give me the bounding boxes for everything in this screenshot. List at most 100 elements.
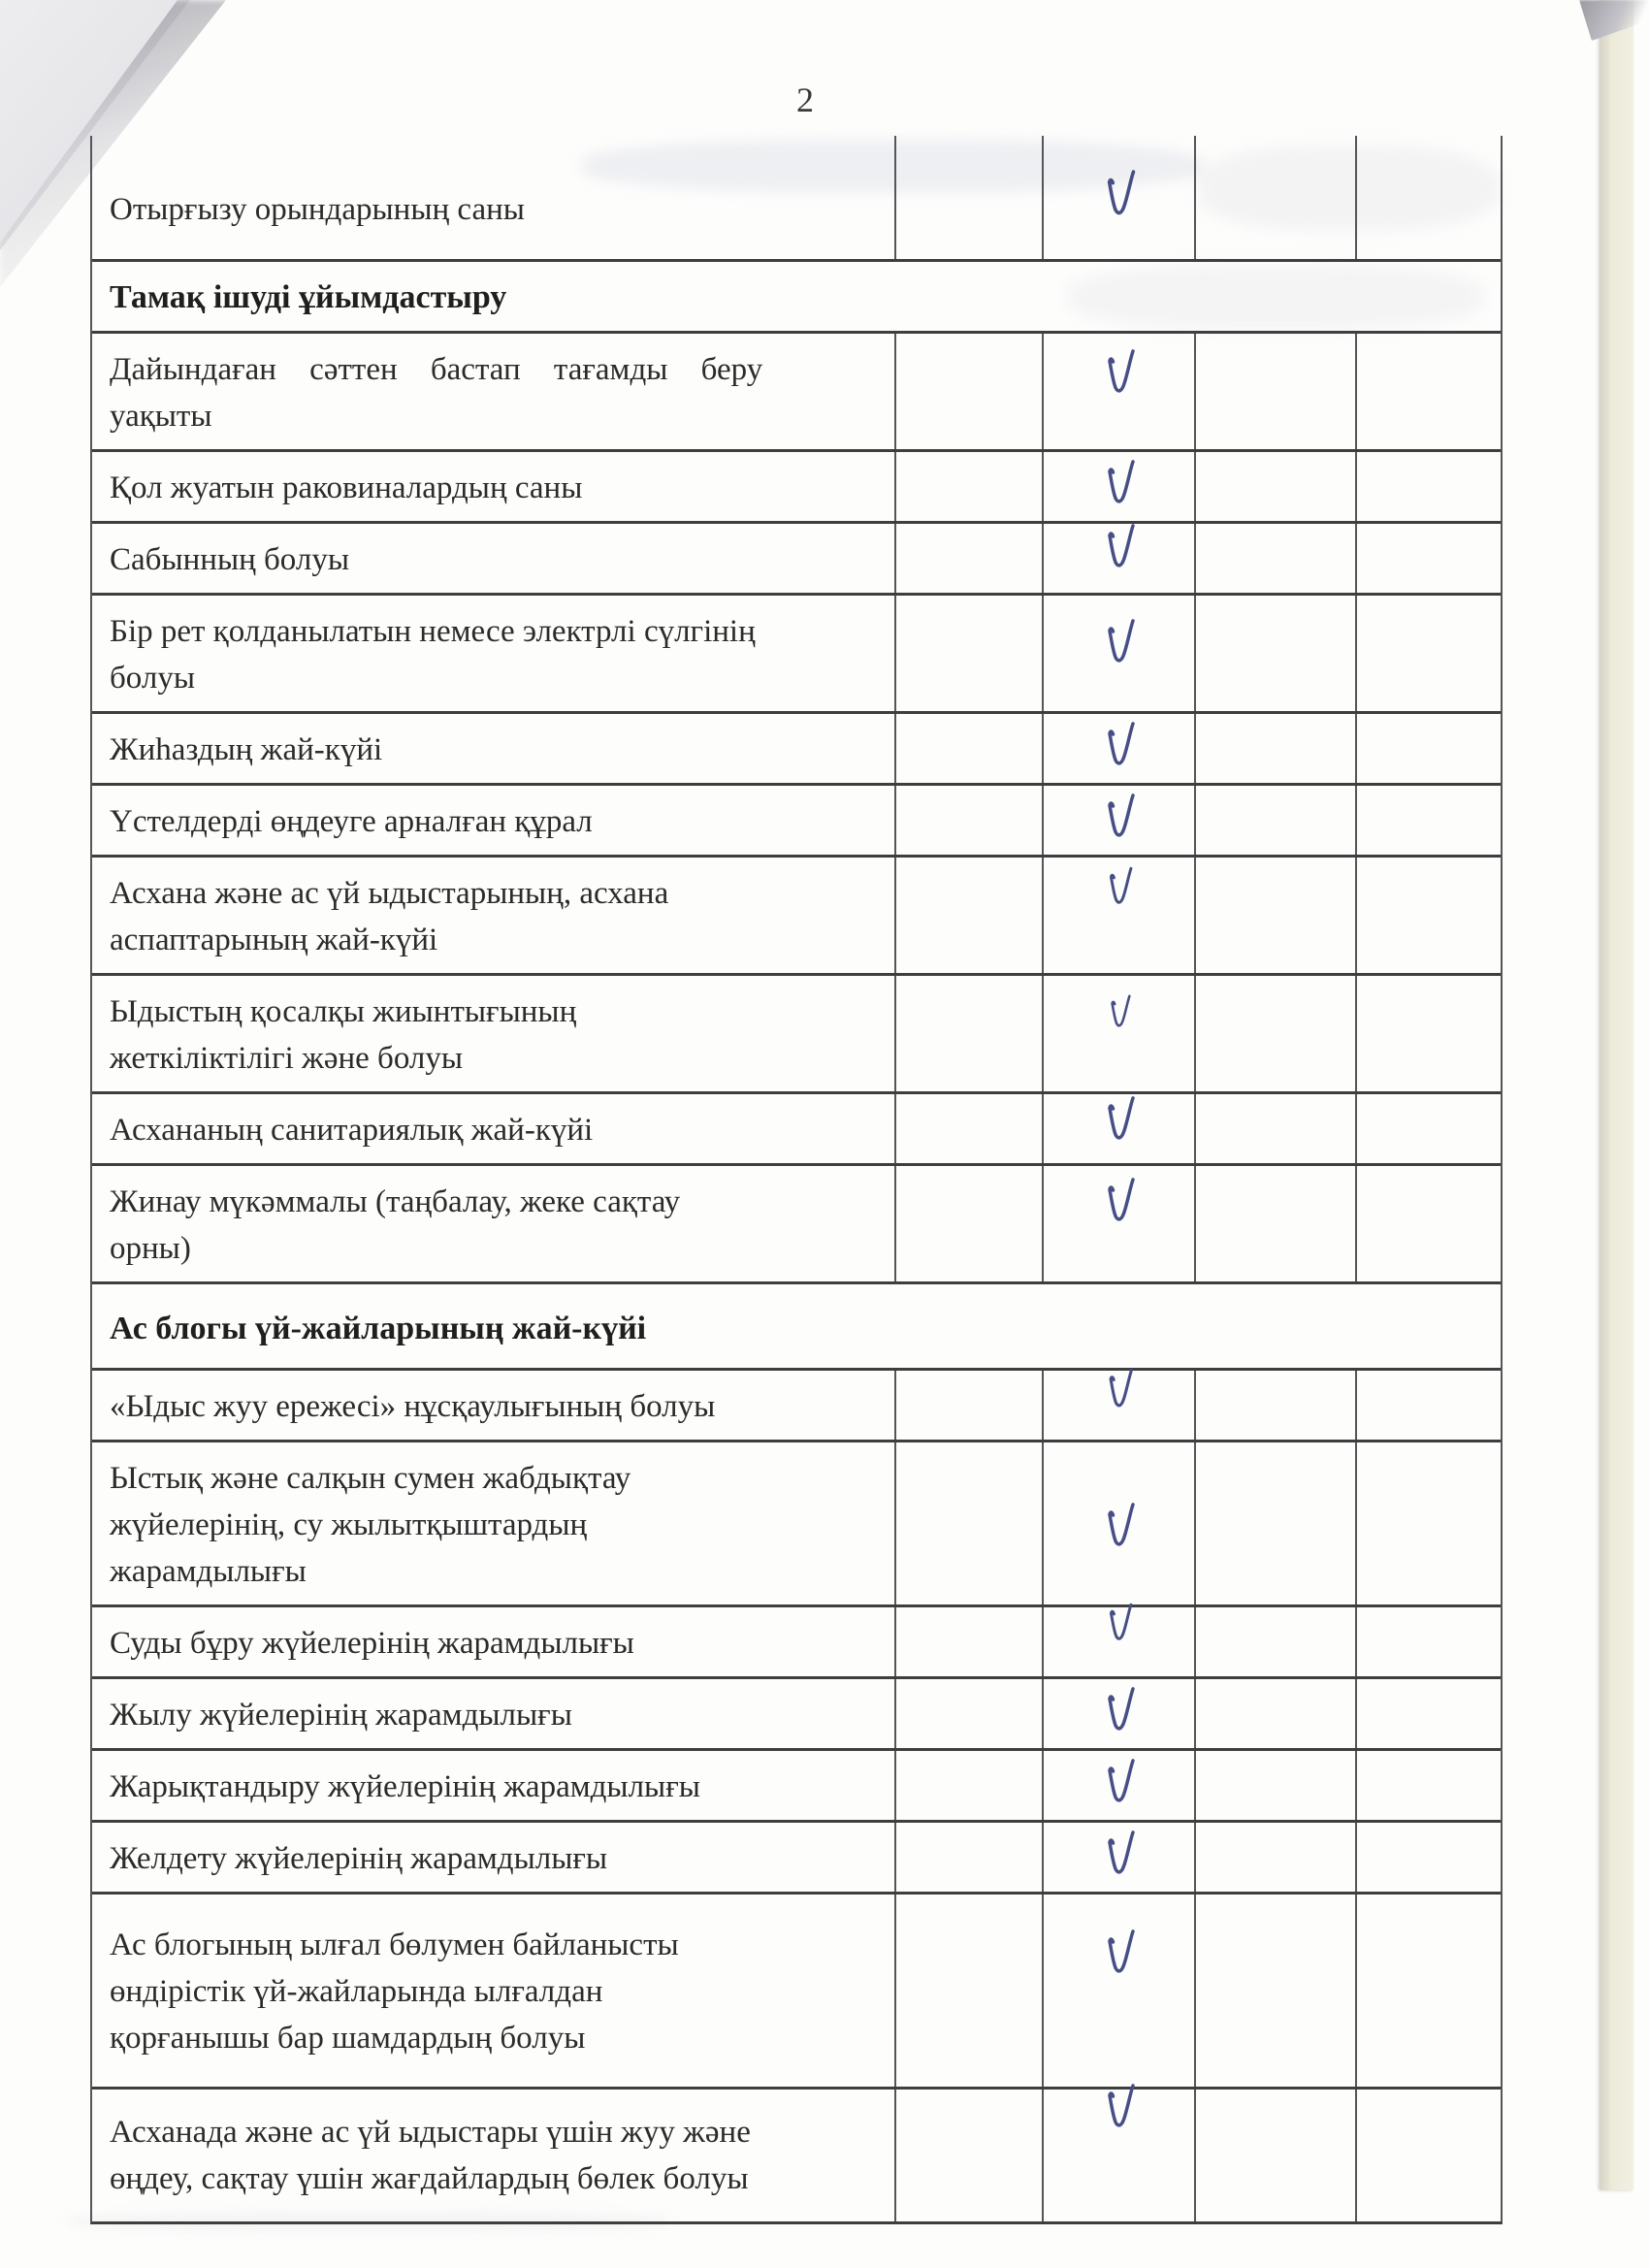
- answer-cell-3: [1194, 334, 1355, 449]
- answer-cell-3: [1194, 714, 1355, 783]
- answer-cell-1: [894, 596, 1042, 711]
- table-row: Дайындаған сәттен бастап тағамды беру уа…: [92, 331, 1501, 449]
- answer-cell-4: [1355, 596, 1501, 711]
- criterion-label: Ыстық және салқын сумен жабдықтау жүйеле…: [110, 1461, 631, 1589]
- answer-cell-1: [894, 1442, 1042, 1604]
- answer-cell-1: [894, 2090, 1042, 2221]
- criterion-label: Отырғызу орындарының саны: [110, 192, 525, 227]
- answer-cell-4: [1355, 786, 1501, 855]
- answer-cell-4: [1355, 1679, 1501, 1748]
- answer-cell-1: [894, 334, 1042, 449]
- answer-cell-3: [1194, 524, 1355, 593]
- checkmark-icon: [1107, 2084, 1135, 2127]
- checklist-table: Отырғызу орындарының саны Тамақ ішуді ұй…: [90, 136, 1503, 2224]
- answer-cell-2-checked: [1042, 786, 1194, 855]
- table-row: Ыдыстың қосалқы жиынтығының жеткіліктілі…: [92, 973, 1501, 1091]
- answer-cell-3: [1194, 976, 1355, 1091]
- answer-cell-2-checked: [1042, 1751, 1194, 1820]
- criterion-label: Жинау мүкәммалы (таңбалау, жеке сақтау о…: [110, 1184, 681, 1266]
- answer-cell-2-checked: [1042, 1368, 1194, 1440]
- answer-cell-2-checked: [1042, 1895, 1194, 2087]
- answer-cell-2-checked: [1042, 1603, 1194, 1676]
- table-row: Асхананың санитариялық жай-күйі: [92, 1091, 1501, 1163]
- answer-cell-1: [894, 1823, 1042, 1892]
- answer-cell-1: [894, 452, 1042, 521]
- answer-cell-4: [1355, 1823, 1501, 1892]
- checkmark-icon: [1107, 794, 1135, 837]
- answer-cell-4: [1355, 136, 1501, 259]
- answer-cell-3: [1194, 858, 1355, 973]
- answer-cell-4: [1355, 1895, 1501, 2087]
- checkmark-icon: [1107, 1178, 1135, 1221]
- table-row: Жинау мүкәммалы (таңбалау, жеке сақтау о…: [92, 1163, 1501, 1281]
- criterion-label: Асхананың санитариялық жай-күйі: [110, 1113, 594, 1148]
- criterion-label: Желдету жүйелерінің жарамдылығы: [110, 1841, 608, 1876]
- table-row: Үстелдерді өңдеуге арналған құрал: [92, 783, 1501, 855]
- checkmark-icon: [1107, 1687, 1135, 1731]
- section-header-row: Тамақ ішуді ұйымдастыру: [92, 259, 1501, 331]
- answer-cell-1: [894, 1094, 1042, 1163]
- answer-cell-2-checked: [1042, 714, 1194, 783]
- checkmark-icon: [1110, 994, 1131, 1027]
- checkmark-icon: [1107, 722, 1135, 765]
- answer-cell-1: [894, 1895, 1042, 2087]
- table-row: Сабынның болуы: [92, 521, 1501, 593]
- answer-cell-3: [1194, 2090, 1355, 2221]
- answer-cell-1: [894, 858, 1042, 973]
- table-row: Бір рет қолданылатын немесе электрлі сүл…: [92, 593, 1501, 711]
- answer-cell-2-checked: [1042, 596, 1194, 711]
- answer-cell-4: [1355, 2090, 1501, 2221]
- answer-cell-4: [1355, 452, 1501, 521]
- answer-cell-2-checked: [1042, 1823, 1194, 1892]
- checkmark-icon: [1107, 524, 1135, 567]
- answer-cell-3: [1194, 1166, 1355, 1281]
- table-row: Асхана және ас үй ыдыстарының, асхана ас…: [92, 855, 1501, 973]
- answer-cell-3: [1194, 136, 1355, 259]
- answer-cell-1: [894, 1607, 1042, 1676]
- answer-cell-3: [1194, 1371, 1355, 1440]
- table-row: Ас блогының ылғал бөлумен байланысты өнд…: [92, 1892, 1501, 2087]
- checkmark-icon: [1107, 460, 1135, 503]
- table-row: Суды бұру жүйелерінің жарамдылығы: [92, 1603, 1501, 1676]
- section-header: Ас блогы үй-жайларының жай-күйі: [110, 1311, 647, 1346]
- checkmark-icon: [1107, 1929, 1135, 1973]
- answer-cell-3: [1194, 452, 1355, 521]
- answer-cell-3: [1194, 596, 1355, 711]
- checkmark-icon: [1107, 1503, 1135, 1546]
- table-row: Асханада және ас үй ыдыстары үшін жуу жә…: [92, 2084, 1501, 2221]
- answer-cell-1: [894, 714, 1042, 783]
- answer-cell-3: [1194, 1442, 1355, 1604]
- checkmark-icon: [1109, 1368, 1133, 1408]
- answer-cell-4: [1355, 1751, 1501, 1820]
- answer-cell-4: [1355, 714, 1501, 783]
- answer-cell-2-checked: [1042, 1442, 1194, 1604]
- answer-cell-4: [1355, 1371, 1501, 1440]
- criterion-label: Асханада және ас үй ыдыстары үшін жуу жә…: [110, 2115, 751, 2196]
- answer-cell-3: [1194, 1751, 1355, 1820]
- criterion-label: Сабынның болуы: [110, 542, 350, 577]
- checkmark-icon: [1107, 1759, 1135, 1802]
- answer-cell-2-checked: [1042, 976, 1194, 1091]
- answer-cell-1: [894, 524, 1042, 593]
- answer-cell-2-checked: [1042, 452, 1194, 521]
- answer-cell-3: [1194, 1895, 1355, 2087]
- answer-cell-2-checked: [1042, 2084, 1194, 2221]
- criterion-label: Жарықтандыру жүйелерінің жарамдылығы: [110, 1769, 700, 1804]
- answer-cell-4: [1355, 976, 1501, 1091]
- table-row: Жылу жүйелерінің жарамдылығы: [92, 1676, 1501, 1748]
- criterion-label: Ыдыстың қосалқы жиынтығының жеткіліктілі…: [110, 994, 577, 1076]
- answer-cell-2-checked: [1042, 1679, 1194, 1748]
- answer-cell-2-checked: [1042, 334, 1194, 449]
- answer-cell-3: [1194, 1607, 1355, 1676]
- answer-cell-4: [1355, 1094, 1501, 1163]
- checkmark-icon: [1109, 1603, 1132, 1640]
- paper-edge: [1600, 0, 1633, 2190]
- criterion-label: «Ыдыс жуу ережесі» нұсқаулығының болуы: [110, 1389, 716, 1424]
- criterion-label: Бір рет қолданылатын немесе электрлі сүл…: [110, 614, 756, 696]
- answer-cell-4: [1355, 334, 1501, 449]
- answer-cell-2-checked: [1042, 858, 1194, 973]
- answer-cell-1: [894, 1166, 1042, 1281]
- answer-cell-4: [1355, 524, 1501, 593]
- table-row: Отырғызу орындарының саны: [92, 136, 1501, 259]
- table-row: Жиһаздың жай-күйі: [92, 711, 1501, 783]
